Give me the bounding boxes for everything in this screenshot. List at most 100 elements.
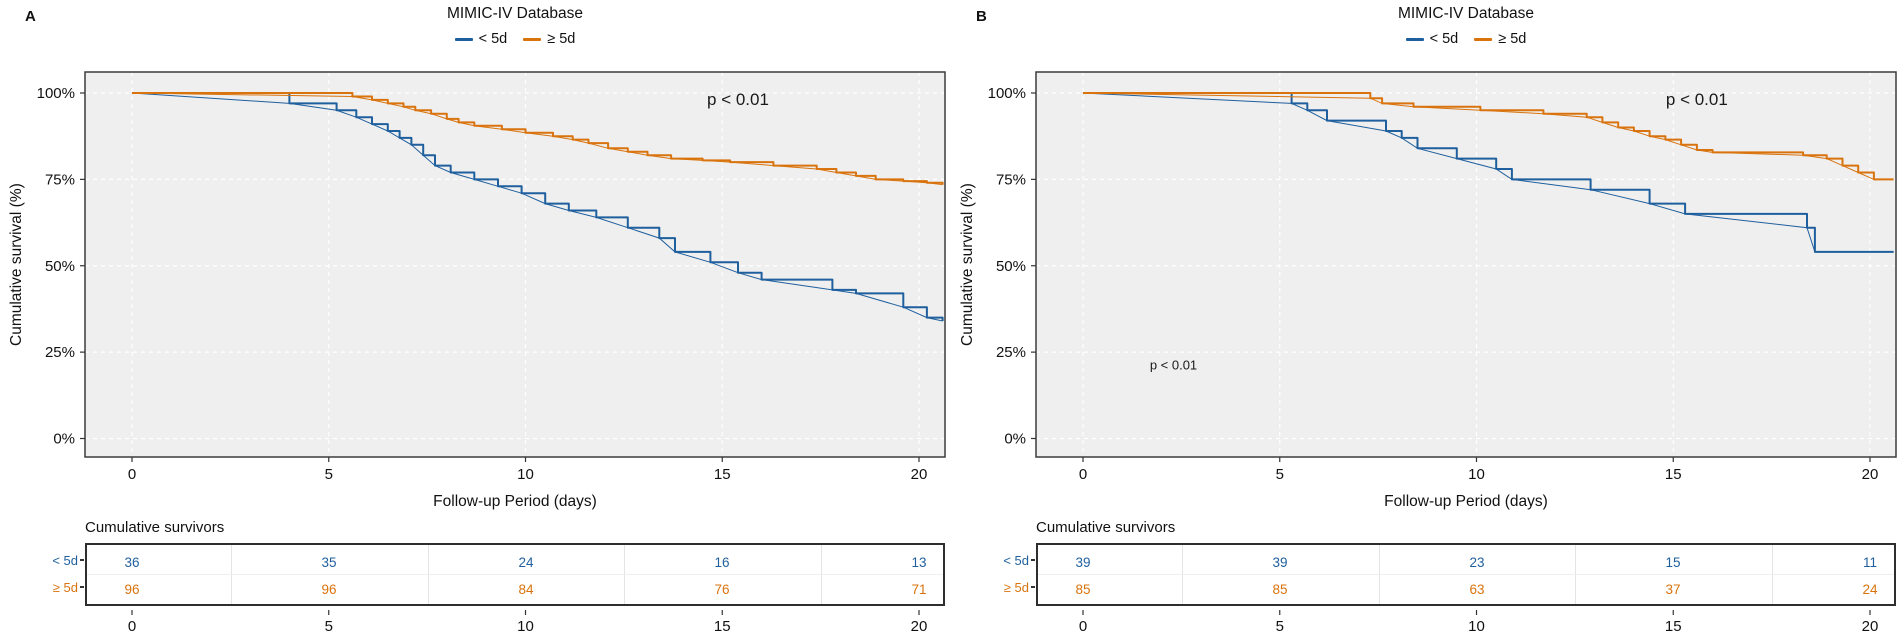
risk-table-title: Cumulative survivors bbox=[85, 519, 225, 536]
legend-label: ≥ 5d bbox=[1498, 31, 1527, 47]
risk-row-tick bbox=[80, 559, 84, 561]
risk-table-b: 39 39 23 15 11 85 85 63 37 24 bbox=[1036, 543, 1896, 606]
risk-axis-ticks: 0 5 10 15 20 bbox=[128, 610, 928, 635]
legend-item-lt5d: < 5d bbox=[1405, 31, 1459, 47]
svg-text:5: 5 bbox=[325, 466, 333, 483]
risk-table-a: 36 35 24 16 13 96 96 84 76 71 bbox=[85, 543, 945, 606]
risk-value: 71 bbox=[911, 582, 927, 597]
svg-text:15: 15 bbox=[714, 466, 731, 483]
x-axis-title: Follow-up Period (days) bbox=[1384, 493, 1548, 510]
svg-text:0%: 0% bbox=[1004, 431, 1026, 448]
panel-b-header: MIMIC-IV Database < 5d ≥ 5d bbox=[1036, 5, 1896, 47]
risk-value: 96 bbox=[321, 582, 337, 597]
risk-value: 15 bbox=[1665, 555, 1681, 570]
panel-b: B MIMIC-IV Database < 5d ≥ 5d Cumulative… bbox=[951, 0, 1902, 640]
legend-dash-icon bbox=[454, 37, 473, 41]
risk-value: 11 bbox=[1862, 555, 1877, 570]
risk-value: 39 bbox=[1272, 555, 1288, 570]
risk-axis-ticks: 0 5 10 15 20 bbox=[1079, 610, 1879, 635]
svg-text:10: 10 bbox=[1468, 618, 1485, 635]
legend-dash-icon bbox=[523, 37, 542, 41]
legend-label: < 5d bbox=[478, 31, 508, 47]
survival-plot-a: 0 5 10 15 20 0% 25% 50% 75% 100% p < 0.01 bbox=[37, 71, 946, 483]
svg-text:20: 20 bbox=[911, 618, 928, 635]
risk-value: 85 bbox=[1075, 582, 1091, 597]
legend-label: ≥ 5d bbox=[547, 31, 576, 47]
legend-dash-icon bbox=[1405, 37, 1424, 41]
survival-plot-b: 0 5 10 15 20 0% 25% 50% 75% 100% p < 0.01 p < 0.01 bbox=[988, 71, 1897, 483]
svg-text:5: 5 bbox=[1276, 466, 1284, 483]
risk-value: 13 bbox=[911, 555, 927, 570]
svg-text:p < 0.01: p < 0.01 bbox=[707, 90, 769, 109]
svg-text:10: 10 bbox=[1468, 466, 1485, 483]
svg-text:0%: 0% bbox=[53, 431, 75, 448]
svg-text:15: 15 bbox=[714, 618, 731, 635]
risk-table-title: Cumulative survivors bbox=[1036, 519, 1176, 536]
risk-value: 23 bbox=[1469, 555, 1485, 570]
risk-value: 96 bbox=[124, 582, 140, 597]
risk-value: 39 bbox=[1075, 555, 1091, 570]
legend-label: < 5d bbox=[1429, 31, 1459, 47]
risk-value: 35 bbox=[321, 555, 337, 570]
legend-item-ge5d: ≥ 5d bbox=[523, 31, 575, 47]
risk-row-tick bbox=[80, 586, 84, 588]
risk-value: 24 bbox=[518, 555, 534, 570]
panel-b-label: B bbox=[976, 8, 987, 25]
risk-row-tick bbox=[1031, 559, 1035, 561]
svg-text:100%: 100% bbox=[37, 85, 75, 102]
risk-value: 24 bbox=[1862, 582, 1878, 597]
risk-value: 84 bbox=[518, 582, 534, 597]
plot-area-b: 0 5 10 15 20 0% 25% 50% 75% 100% p < 0.01 p < 0.01 bbox=[988, 71, 1897, 483]
svg-text:15: 15 bbox=[1665, 618, 1682, 635]
svg-text:75%: 75% bbox=[45, 171, 75, 188]
svg-text:0: 0 bbox=[128, 466, 136, 483]
risk-row-tick bbox=[1031, 586, 1035, 588]
x-axis-title: Follow-up Period (days) bbox=[433, 493, 597, 510]
risk-value: 37 bbox=[1665, 582, 1681, 597]
legend-item-lt5d: < 5d bbox=[454, 31, 508, 47]
svg-text:25%: 25% bbox=[996, 344, 1026, 361]
y-axis-title: Cumulative survival (%) bbox=[959, 183, 976, 346]
svg-text:100%: 100% bbox=[988, 85, 1026, 102]
panel-a-header: MIMIC-IV Database < 5d ≥ 5d bbox=[85, 5, 945, 47]
svg-text:5: 5 bbox=[325, 618, 333, 635]
svg-text:0: 0 bbox=[1079, 618, 1087, 635]
svg-text:20: 20 bbox=[1862, 466, 1879, 483]
panel-a-label: A bbox=[25, 8, 36, 25]
chart-title: MIMIC-IV Database bbox=[1397, 5, 1535, 22]
risk-table-separator bbox=[87, 574, 943, 575]
risk-value: 76 bbox=[714, 582, 730, 597]
svg-text:10: 10 bbox=[517, 466, 534, 483]
svg-text:50%: 50% bbox=[996, 258, 1026, 275]
svg-text:20: 20 bbox=[1862, 618, 1879, 635]
svg-text:p < 0.01: p < 0.01 bbox=[1666, 90, 1728, 109]
svg-text:20: 20 bbox=[911, 466, 928, 483]
svg-text:p < 0.01: p < 0.01 bbox=[1150, 357, 1197, 372]
legend-dash-icon bbox=[1474, 37, 1493, 41]
risk-row-label-ge5d: ≥ 5d bbox=[52, 580, 78, 595]
risk-value: 63 bbox=[1469, 582, 1485, 597]
risk-table-axis-b: 0 5 10 15 20 bbox=[1036, 610, 1896, 636]
svg-text:50%: 50% bbox=[45, 258, 75, 275]
plot-area-a: 0 5 10 15 20 0% 25% 50% 75% 100% p < 0.01 bbox=[37, 71, 946, 483]
svg-text:0: 0 bbox=[128, 618, 136, 635]
legend: < 5d ≥ 5d bbox=[85, 31, 945, 47]
risk-row-label-lt5d: < 5d bbox=[1003, 553, 1029, 568]
risk-row-label-lt5d: < 5d bbox=[52, 553, 78, 568]
risk-table-axis-a: 0 5 10 15 20 bbox=[85, 610, 945, 636]
svg-text:5: 5 bbox=[1276, 618, 1284, 635]
risk-value: 85 bbox=[1272, 582, 1288, 597]
svg-text:25%: 25% bbox=[45, 344, 75, 361]
y-axis-title: Cumulative survival (%) bbox=[8, 183, 25, 346]
svg-text:15: 15 bbox=[1665, 466, 1682, 483]
risk-value: 16 bbox=[714, 555, 730, 570]
risk-row-label-ge5d: ≥ 5d bbox=[1003, 580, 1029, 595]
chart-title: MIMIC-IV Database bbox=[446, 5, 584, 22]
svg-text:10: 10 bbox=[517, 618, 534, 635]
legend-item-ge5d: ≥ 5d bbox=[1474, 31, 1526, 47]
svg-text:75%: 75% bbox=[996, 171, 1026, 188]
legend: < 5d ≥ 5d bbox=[1036, 31, 1896, 47]
risk-table-separator bbox=[1038, 574, 1894, 575]
svg-text:0: 0 bbox=[1079, 466, 1087, 483]
